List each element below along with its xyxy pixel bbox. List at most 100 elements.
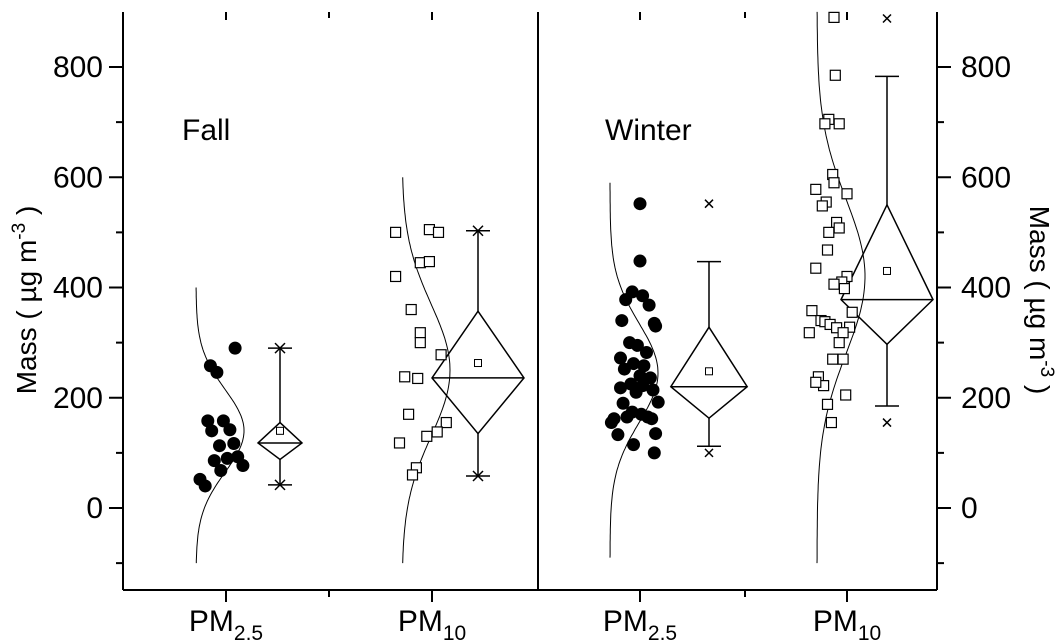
data-point	[828, 278, 840, 290]
data-point	[399, 371, 411, 383]
data-point	[423, 224, 435, 236]
data-point	[816, 200, 828, 212]
distribution-curve	[195, 287, 245, 564]
data-point	[414, 327, 426, 339]
data-point	[414, 337, 426, 349]
panel-label: Fall	[182, 114, 230, 147]
data-point	[390, 270, 402, 283]
data-point	[604, 416, 618, 430]
data-point	[412, 372, 424, 385]
data-point	[828, 11, 840, 23]
data-point	[647, 446, 661, 460]
data-point	[837, 327, 849, 339]
data-point	[636, 289, 650, 303]
data-point	[810, 262, 822, 274]
extreme-marker	[472, 225, 484, 237]
data-point	[220, 451, 234, 465]
data-point	[207, 454, 221, 468]
data-point	[840, 389, 852, 401]
data-point	[210, 365, 224, 379]
data-point	[627, 438, 640, 452]
data-point	[236, 459, 250, 473]
outlier-marker	[882, 418, 892, 428]
data-point	[213, 439, 226, 453]
data-point	[838, 283, 851, 295]
panel-label: Winter	[605, 114, 692, 147]
category-label: PM2.5	[603, 605, 677, 644]
extreme-marker	[274, 342, 286, 354]
data-point	[645, 412, 659, 426]
data-point	[614, 381, 627, 395]
box-diamond	[256, 421, 304, 461]
data-point	[616, 396, 630, 410]
data-point	[828, 177, 840, 189]
data-point	[614, 351, 627, 365]
data-point	[827, 353, 839, 365]
distribution-curve	[816, 11, 866, 564]
data-point	[649, 427, 663, 441]
right-tick-label: 400	[961, 272, 1011, 305]
data-point	[227, 437, 241, 451]
box-plots	[256, 13, 934, 491]
data-point	[619, 293, 633, 307]
data-point	[198, 479, 212, 493]
data-point	[440, 416, 452, 429]
data-point	[421, 430, 433, 442]
right-tick-label: 0	[961, 492, 978, 525]
left-tick-label: 400	[53, 272, 103, 305]
data-point	[406, 469, 419, 481]
data-point	[821, 398, 834, 410]
box-diamond	[840, 203, 934, 346]
data-point	[615, 314, 629, 328]
data-point	[846, 306, 858, 318]
chart-frame	[109, 12, 951, 602]
data-point	[205, 424, 219, 438]
data-point	[620, 410, 634, 424]
data-points	[193, 11, 858, 493]
data-point	[633, 197, 647, 211]
box-diamond	[669, 325, 749, 420]
mean-marker	[705, 367, 713, 376]
data-point	[228, 341, 242, 355]
data-point	[810, 376, 822, 388]
data-point	[651, 395, 665, 409]
data-point	[405, 303, 417, 316]
data-point	[646, 383, 660, 397]
outlier-marker	[882, 13, 892, 24]
left-tick-label: 0	[86, 492, 103, 525]
data-point	[633, 369, 647, 383]
data-point	[841, 188, 853, 200]
distribution-curves	[195, 11, 866, 564]
data-point	[819, 118, 831, 130]
data-point	[837, 353, 849, 365]
data-point	[833, 222, 845, 234]
data-point	[414, 257, 426, 269]
left-tick-label: 800	[53, 51, 103, 84]
data-point	[637, 359, 651, 373]
data-point	[201, 414, 215, 428]
data-point	[833, 118, 845, 130]
data-point	[829, 69, 841, 81]
data-point	[435, 349, 447, 361]
data-point	[617, 362, 631, 376]
data-point	[390, 226, 402, 238]
data-point	[803, 327, 815, 339]
right-axis-title: Mass ( µg m-3 )	[1024, 206, 1057, 395]
left-axis-title: Mass ( µg m-3 )	[9, 206, 42, 395]
data-point	[630, 338, 644, 352]
chart-labels: 0 0 200 200 400 400 600 600 800 800 PM2.5 PM10 PM2.5…	[9, 51, 1057, 644]
distribution-curve	[609, 182, 659, 558]
data-point	[642, 298, 656, 312]
box-diamond	[431, 309, 525, 435]
mean-marker	[474, 359, 482, 368]
data-point	[214, 464, 228, 478]
category-label: PM2.5	[189, 605, 263, 644]
category-label: PM10	[398, 605, 466, 644]
right-tick-label: 200	[961, 382, 1011, 415]
data-point	[223, 423, 237, 437]
mean-marker	[883, 266, 891, 275]
extreme-marker	[274, 479, 286, 491]
left-tick-label: 200	[53, 382, 103, 415]
data-point	[823, 226, 835, 238]
data-point	[640, 346, 653, 360]
